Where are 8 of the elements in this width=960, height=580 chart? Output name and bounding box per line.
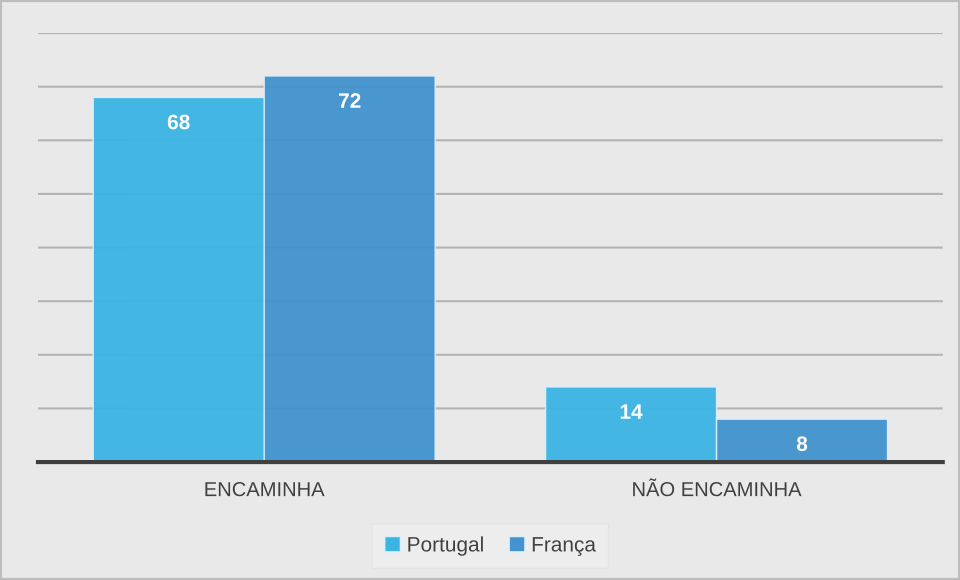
x-tick-label: ENCAMINHA [205, 482, 325, 496]
data-label: 72 [338, 93, 360, 108]
legend-label: Portugal [408, 536, 483, 556]
data-label: 68 [168, 114, 190, 130]
data-label: 8 [796, 436, 808, 452]
legend-label: França [532, 537, 596, 556]
data-label: 14 [620, 404, 643, 419]
x-tick-label: NÃO ENCAMINHA [633, 478, 802, 496]
